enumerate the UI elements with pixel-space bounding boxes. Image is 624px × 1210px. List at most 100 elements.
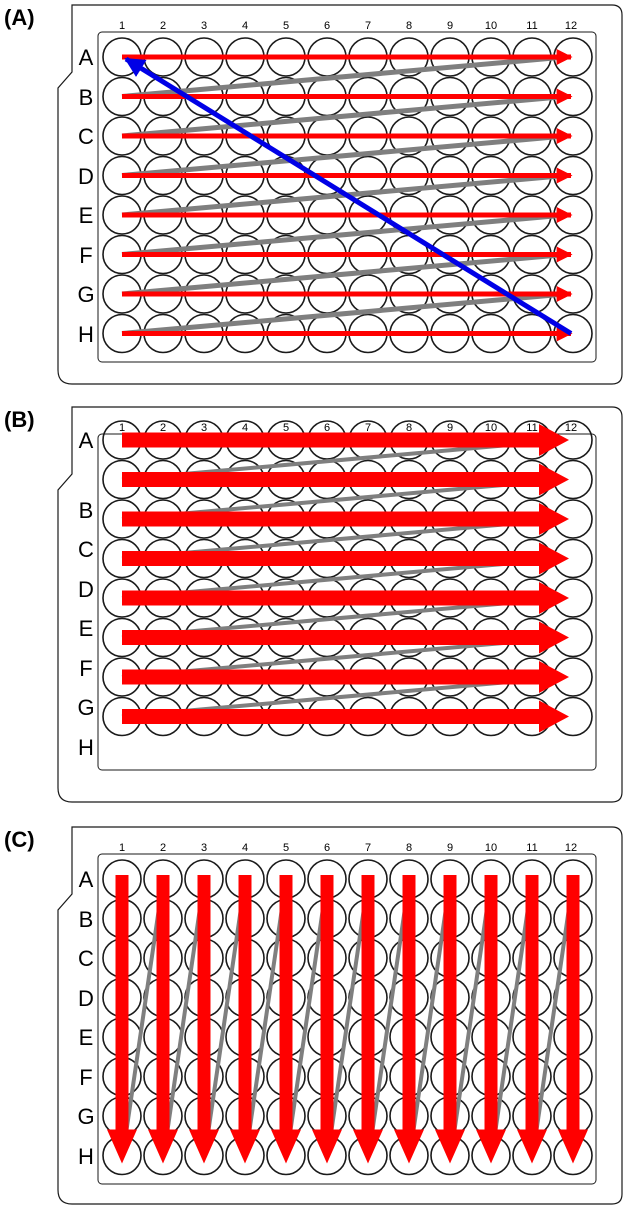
column-arrow-7 xyxy=(353,875,383,1164)
col-label-12: 12 xyxy=(565,842,577,854)
panel-b-label: (B) xyxy=(4,407,35,432)
row-arrow-c xyxy=(122,503,569,535)
col-label-6: 6 xyxy=(324,20,330,32)
row-arrow-b xyxy=(122,463,569,496)
row-label-d: D xyxy=(78,164,94,189)
row-label-h: H xyxy=(78,1144,94,1169)
row-label-c: C xyxy=(78,537,94,562)
column-arrow-1 xyxy=(107,875,137,1164)
column-labels: 1 2 3 4 5 6 7 8 9 10 11 12 xyxy=(119,20,577,32)
row-arrow-g xyxy=(122,661,569,693)
col-label-12: 12 xyxy=(565,422,577,434)
col-label-4: 4 xyxy=(242,20,248,32)
column-arrow-6 xyxy=(312,875,342,1164)
plate-well-area xyxy=(97,853,597,1185)
return-line-e xyxy=(121,212,566,257)
row-arrow-f xyxy=(122,621,569,654)
column-arrow-12 xyxy=(558,875,588,1164)
return-line-a xyxy=(121,54,566,99)
col-label-5: 5 xyxy=(283,422,289,434)
col-label-1: 1 xyxy=(119,842,125,854)
row-labels: A B C D E F G H xyxy=(77,867,94,1169)
col-label-10: 10 xyxy=(485,20,497,32)
col-label-1: 1 xyxy=(119,422,125,434)
col-label-11: 11 xyxy=(526,20,537,32)
panel-c-label: (C) xyxy=(4,827,35,852)
col-label-7: 7 xyxy=(365,20,371,32)
row-label-g: G xyxy=(77,1104,94,1129)
row-label-a: A xyxy=(79,45,94,70)
column-arrow-3 xyxy=(189,875,219,1164)
row-label-b: B xyxy=(79,498,94,523)
col-label-5: 5 xyxy=(283,842,289,854)
row-label-f: F xyxy=(79,656,92,681)
col-label-10: 10 xyxy=(485,842,497,854)
plate-outline xyxy=(57,406,623,803)
col-label-6: 6 xyxy=(324,422,330,434)
plate-well-area xyxy=(97,31,597,363)
return-line-b xyxy=(121,94,566,139)
row-label-b: B xyxy=(79,907,94,932)
plate-outline xyxy=(57,4,623,385)
panel-a-arrows xyxy=(121,48,573,342)
return-line-f xyxy=(121,252,566,297)
col-label-9: 9 xyxy=(447,842,453,854)
col-label-11: 11 xyxy=(526,842,537,854)
row-label-b: B xyxy=(79,85,94,110)
col-label-7: 7 xyxy=(365,842,371,854)
col-label-9: 9 xyxy=(447,20,453,32)
row-label-a: A xyxy=(79,428,94,453)
plate-outline xyxy=(57,826,623,1205)
col-label-6: 6 xyxy=(324,842,330,854)
panel-a-label: (A) xyxy=(4,5,35,30)
col-label-2: 2 xyxy=(160,842,166,854)
column-arrow-10 xyxy=(476,875,506,1164)
col-label-12: 12 xyxy=(565,20,577,32)
row-arrow-d xyxy=(122,542,569,575)
row-label-e: E xyxy=(79,616,94,641)
col-label-4: 4 xyxy=(242,842,248,854)
col-label-2: 2 xyxy=(160,422,166,434)
column-arrow-11 xyxy=(517,875,547,1164)
panel-a: (A) 1 2 3 4 5 6 7 8 9 10 11 12 A B C D E… xyxy=(4,4,623,385)
col-label-8: 8 xyxy=(406,842,412,854)
row-arrow-e xyxy=(122,582,569,614)
row-label-h: H xyxy=(78,322,94,347)
col-label-5: 5 xyxy=(283,20,289,32)
row-label-f: F xyxy=(79,1065,92,1090)
row-label-d: D xyxy=(78,986,94,1011)
row-labels: A B C D E F G H xyxy=(77,428,94,760)
row-labels: A B C D E F G H xyxy=(77,45,94,347)
col-label-8: 8 xyxy=(406,20,412,32)
column-arrow-2 xyxy=(148,875,178,1164)
row-label-f: F xyxy=(79,243,92,268)
panel-b-arrows xyxy=(121,424,569,733)
col-label-4: 4 xyxy=(242,422,248,434)
row-label-h: H xyxy=(78,735,94,760)
col-label-3: 3 xyxy=(201,20,207,32)
col-label-8: 8 xyxy=(406,422,412,434)
col-label-1: 1 xyxy=(119,20,125,32)
return-line-g xyxy=(121,291,566,336)
col-label-9: 9 xyxy=(447,422,453,434)
column-arrow-9 xyxy=(435,875,465,1164)
col-label-2: 2 xyxy=(160,20,166,32)
column-labels: 1 2 3 4 5 6 7 8 9 10 11 12 xyxy=(119,422,577,434)
row-label-d: D xyxy=(78,577,94,602)
row-arrow-a xyxy=(122,424,569,456)
column-labels: 1 2 3 4 5 6 7 8 9 10 11 12 xyxy=(119,842,577,854)
col-label-3: 3 xyxy=(201,842,207,854)
row-label-e: E xyxy=(79,1025,94,1050)
col-label-7: 7 xyxy=(365,422,371,434)
col-label-3: 3 xyxy=(201,422,207,434)
row-arrow-h xyxy=(122,700,569,733)
column-arrow-4 xyxy=(230,875,260,1164)
column-arrow-8 xyxy=(394,875,424,1164)
row-label-g: G xyxy=(77,695,94,720)
row-label-g: G xyxy=(77,282,94,307)
row-label-c: C xyxy=(78,946,94,971)
row-label-e: E xyxy=(79,203,94,228)
panel-b: (B) 1 2 3 4 5 6 7 8 9 10 11 12 A B C D E… xyxy=(4,406,623,803)
row-label-c: C xyxy=(78,124,94,149)
